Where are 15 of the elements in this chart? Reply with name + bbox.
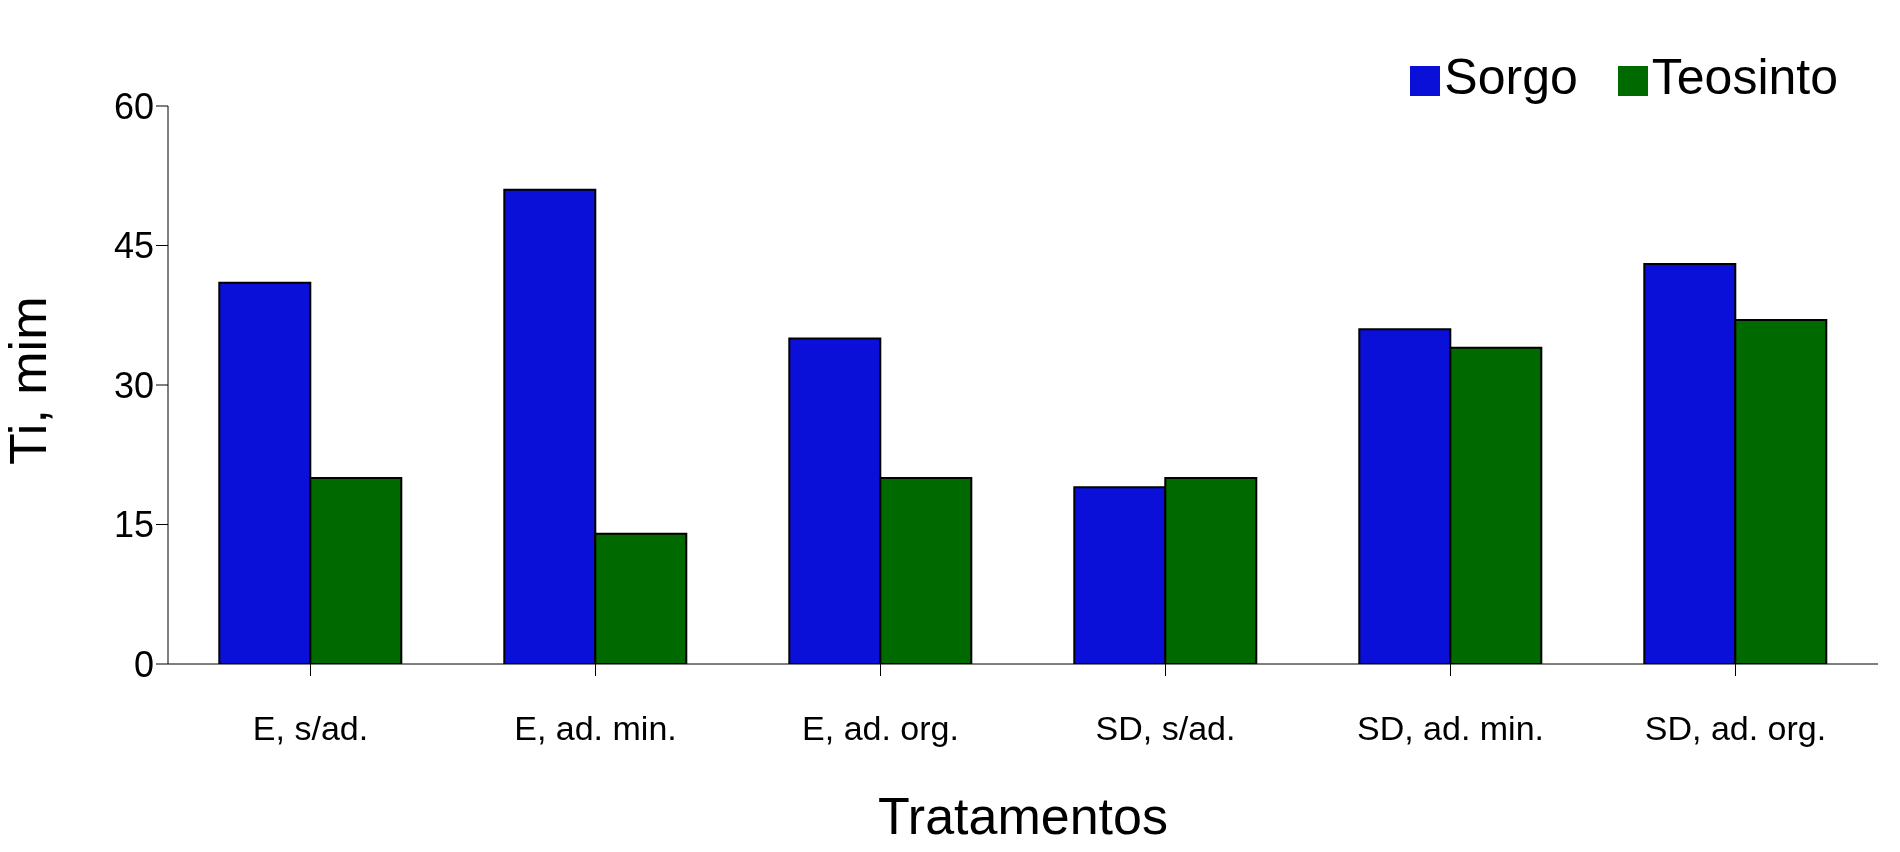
legend-label: Teosinto <box>1651 49 1838 105</box>
y-tick-label: 30 <box>113 364 154 406</box>
x-axis-title: Tratamentos <box>878 787 1168 845</box>
x-tick-label: SD, ad. min. <box>1356 709 1545 748</box>
legend-label: Sorgo <box>1444 49 1578 105</box>
x-tick-label: SD, s/ad. <box>1095 709 1236 748</box>
x-tick-label: E, ad. org. <box>802 709 959 748</box>
y-tick-label: 60 <box>113 85 154 127</box>
y-axis-title: Ti, mim <box>0 296 58 465</box>
y-tick-label: 45 <box>113 225 154 267</box>
x-tick-label: SD, ad. org. <box>1644 709 1827 748</box>
x-tick-label: E, s/ad. <box>252 709 369 748</box>
y-tick-label: 15 <box>113 504 154 546</box>
x-tick-label: E, ad. min. <box>514 709 677 748</box>
y-tick-label: 0 <box>133 643 154 685</box>
